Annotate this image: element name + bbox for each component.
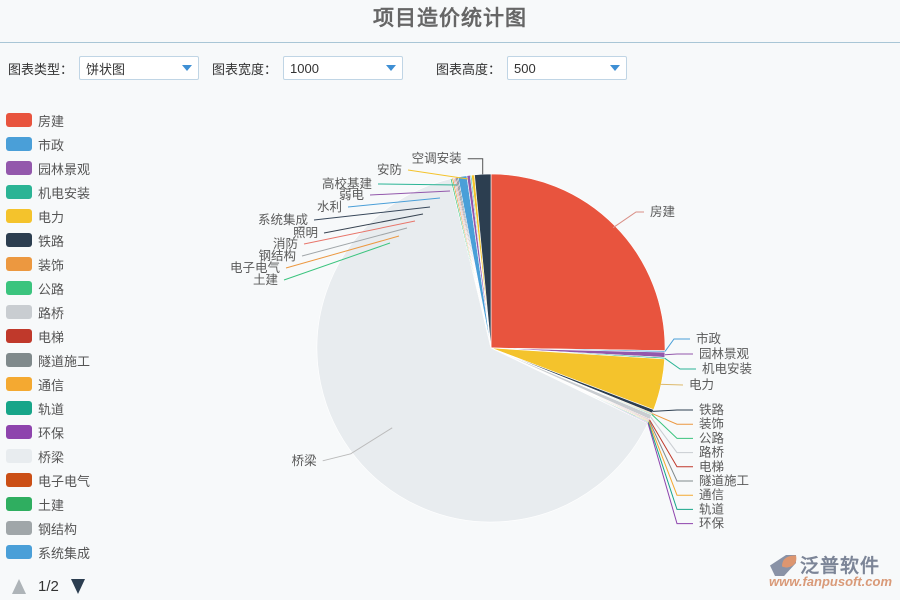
svg-text:电梯: 电梯 — [699, 460, 724, 474]
svg-text:路桥: 路桥 — [699, 445, 725, 460]
svg-text:公路: 公路 — [699, 430, 725, 445]
svg-text:安防: 安防 — [377, 162, 402, 177]
svg-text:轨道: 轨道 — [699, 502, 725, 516]
svg-text:隧道施工: 隧道施工 — [699, 473, 749, 488]
svg-text:电力: 电力 — [689, 378, 714, 392]
svg-text:桥梁: 桥梁 — [292, 453, 318, 468]
svg-text:土建: 土建 — [253, 273, 279, 287]
svg-text:通信: 通信 — [699, 488, 724, 502]
svg-text:机电安装: 机电安装 — [702, 361, 752, 376]
svg-text:弱电: 弱电 — [339, 188, 365, 202]
svg-text:房建: 房建 — [650, 204, 676, 219]
svg-text:装饰: 装饰 — [699, 417, 724, 431]
svg-text:市政: 市政 — [696, 331, 722, 346]
svg-text:空调安装: 空调安装 — [412, 151, 462, 166]
svg-text:水利: 水利 — [317, 200, 342, 214]
svg-text:铁路: 铁路 — [699, 402, 725, 417]
svg-text:环保: 环保 — [699, 517, 725, 531]
svg-text:园林景观: 园林景观 — [699, 347, 750, 361]
svg-text:系统集成: 系统集成 — [258, 212, 308, 227]
